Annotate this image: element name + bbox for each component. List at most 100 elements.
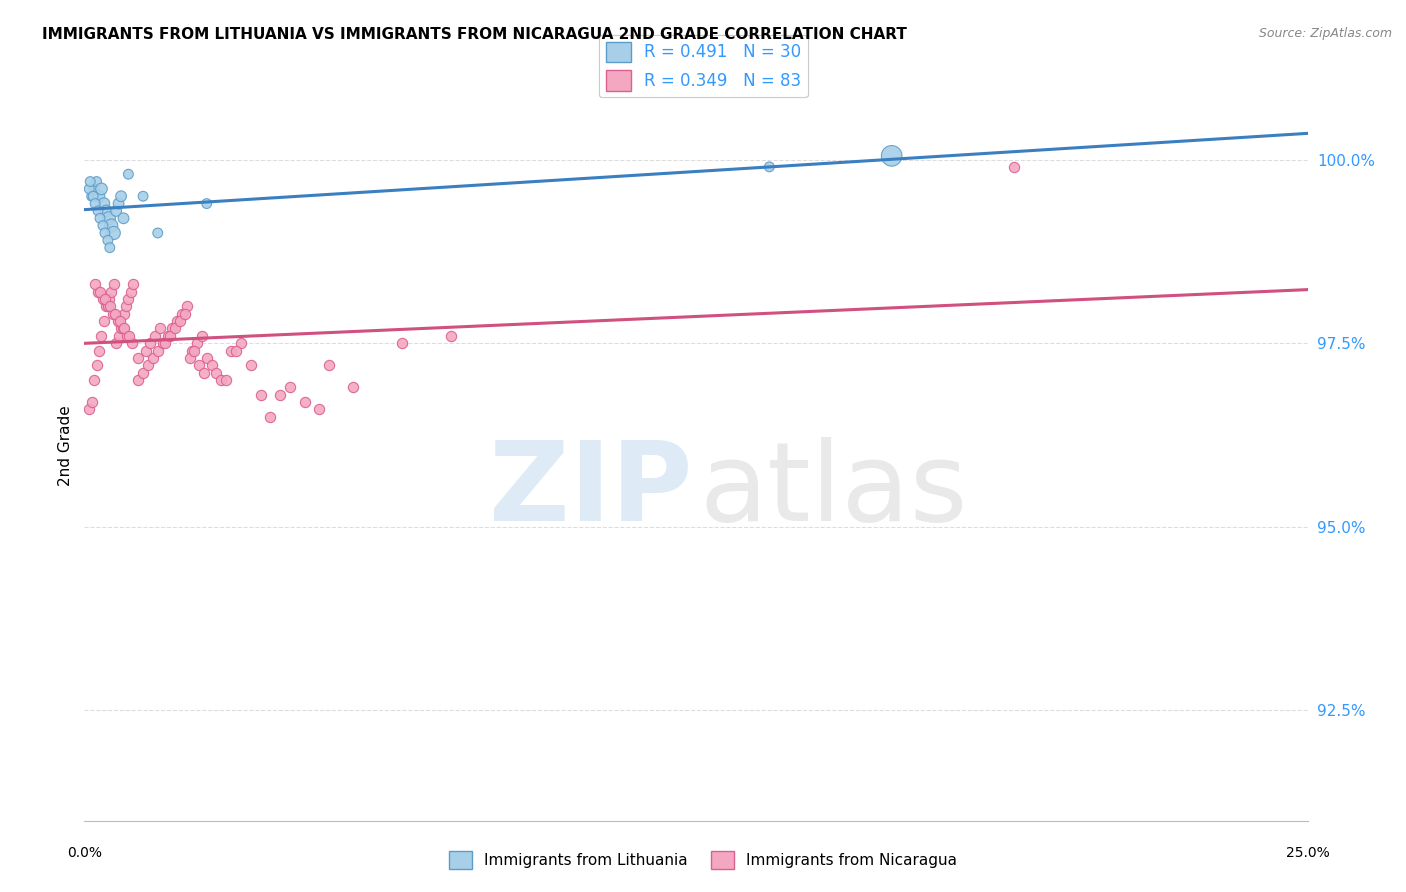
Point <box>107 196 129 211</box>
Point <box>108 314 131 328</box>
Point <box>103 277 125 292</box>
Point <box>98 300 121 314</box>
Point <box>149 321 172 335</box>
Point <box>87 203 110 218</box>
Point <box>97 300 120 314</box>
Point <box>132 366 155 380</box>
Point <box>183 343 205 358</box>
Text: IMMIGRANTS FROM LITHUANIA VS IMMIGRANTS FROM NICARAGUA 2ND GRADE CORRELATION CHA: IMMIGRANTS FROM LITHUANIA VS IMMIGRANTS … <box>42 27 907 42</box>
Point <box>89 285 111 299</box>
Legend: Immigrants from Lithuania, Immigrants from Nicaragua: Immigrants from Lithuania, Immigrants fr… <box>443 845 963 875</box>
Point <box>318 358 340 372</box>
Point <box>101 307 124 321</box>
Point <box>440 328 463 343</box>
Point <box>80 395 103 409</box>
Point <box>880 149 903 163</box>
Point <box>200 358 222 372</box>
Point <box>93 196 115 211</box>
Point <box>132 189 155 203</box>
Point <box>83 373 105 387</box>
Point <box>80 189 103 203</box>
Point <box>94 226 117 240</box>
Point <box>105 336 128 351</box>
Point <box>181 343 204 358</box>
Point <box>278 380 301 394</box>
Point <box>127 373 149 387</box>
Point <box>249 387 271 401</box>
Point <box>219 343 242 358</box>
Point <box>82 189 104 203</box>
Legend: R = 0.491   N = 30, R = 0.349   N = 83: R = 0.491 N = 30, R = 0.349 N = 83 <box>599 35 807 97</box>
Point <box>159 328 181 343</box>
Point <box>173 307 195 321</box>
Point <box>117 328 139 343</box>
Point <box>163 321 186 335</box>
Point <box>86 358 108 372</box>
Point <box>122 277 145 292</box>
Point <box>186 336 208 351</box>
Point <box>188 358 211 372</box>
Text: 0.0%: 0.0% <box>67 846 101 860</box>
Point <box>89 211 111 226</box>
Point <box>112 211 135 226</box>
Point <box>127 351 149 365</box>
Point <box>153 336 176 351</box>
Point <box>107 314 129 328</box>
Point <box>136 358 159 372</box>
Point <box>97 233 120 247</box>
Point <box>77 402 100 417</box>
Point <box>166 314 188 328</box>
Point <box>105 203 128 218</box>
Point <box>176 300 198 314</box>
Point <box>103 226 125 240</box>
Point <box>77 182 100 196</box>
Point <box>191 328 214 343</box>
Text: ZIP: ZIP <box>489 437 692 544</box>
Point <box>110 321 132 335</box>
Point <box>117 292 139 306</box>
Point <box>86 175 108 189</box>
Point <box>97 211 120 226</box>
Text: Source: ZipAtlas.com: Source: ZipAtlas.com <box>1258 27 1392 40</box>
Point <box>146 343 169 358</box>
Point <box>162 321 184 335</box>
Point <box>84 196 107 211</box>
Point <box>94 292 117 306</box>
Point <box>195 351 218 365</box>
Text: atlas: atlas <box>700 437 969 544</box>
Y-axis label: 2nd Grade: 2nd Grade <box>58 406 73 486</box>
Point <box>98 241 121 255</box>
Point <box>93 314 115 328</box>
Point <box>121 336 143 351</box>
Point <box>97 292 120 306</box>
Point <box>308 402 330 417</box>
Point <box>110 189 132 203</box>
Point <box>209 373 232 387</box>
Point <box>111 321 134 335</box>
Point <box>225 343 247 358</box>
Point <box>91 219 114 233</box>
Point <box>87 285 110 299</box>
Point <box>215 373 238 387</box>
Point <box>120 285 142 299</box>
Point <box>391 336 413 351</box>
Point <box>90 328 112 343</box>
Point <box>172 307 194 321</box>
Point <box>135 343 157 358</box>
Point <box>193 366 215 380</box>
Point <box>179 351 201 365</box>
Point <box>100 285 122 299</box>
Point <box>169 314 191 328</box>
Point <box>83 182 105 196</box>
Point <box>107 328 129 343</box>
Point <box>195 196 218 211</box>
Point <box>114 321 136 335</box>
Point <box>269 387 291 401</box>
Point <box>104 307 127 321</box>
Point <box>239 358 262 372</box>
Point <box>146 226 169 240</box>
Point <box>100 219 122 233</box>
Point <box>205 366 228 380</box>
Point <box>118 328 141 343</box>
Point <box>96 300 118 314</box>
